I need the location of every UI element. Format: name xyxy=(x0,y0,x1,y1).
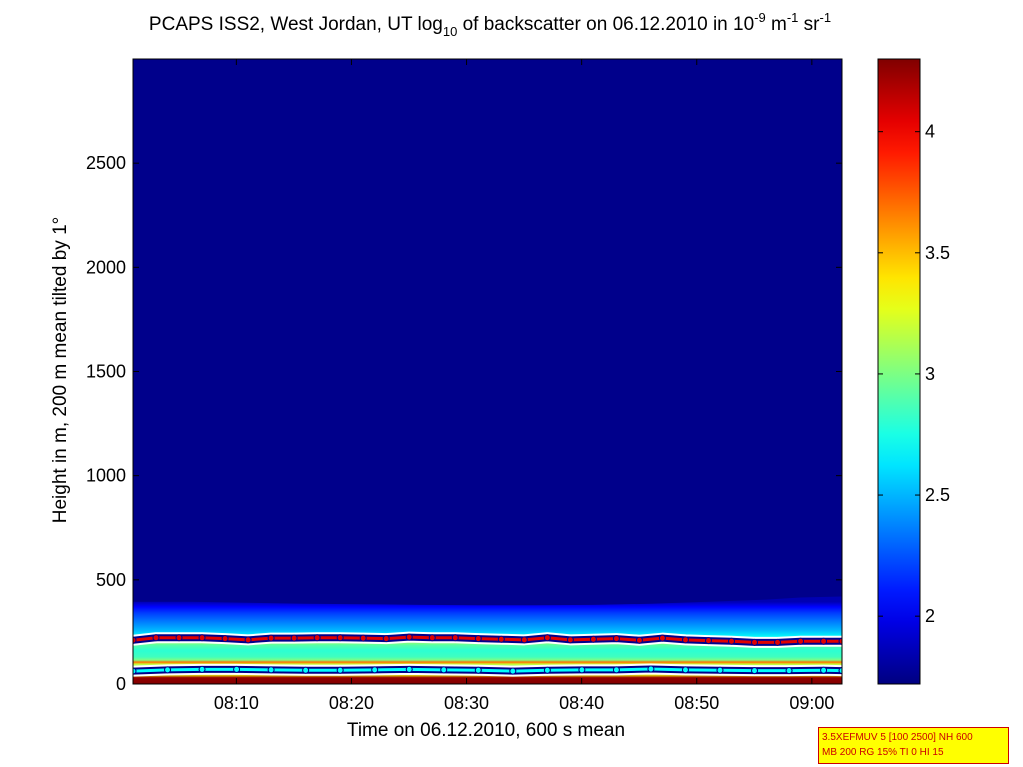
series-0-point xyxy=(774,638,782,646)
x-tick-label: 08:40 xyxy=(559,693,604,713)
y-tick-label: 500 xyxy=(96,570,126,590)
series-1-point xyxy=(371,666,379,674)
x-axis-label: Time on 06.12.2010, 600 s mean xyxy=(347,720,625,741)
series-0-point xyxy=(589,635,597,643)
series-1-point xyxy=(785,667,793,675)
plot-area xyxy=(133,59,842,684)
series-0-point xyxy=(290,634,298,642)
series-0-point xyxy=(704,637,712,645)
series-0-point xyxy=(635,636,643,644)
series-0-point xyxy=(751,638,759,646)
series-0-point xyxy=(405,633,413,641)
series-1-point xyxy=(198,665,206,673)
series-0-point xyxy=(152,634,160,642)
series-1-point xyxy=(509,667,517,675)
series-1-point xyxy=(578,666,586,674)
series-0-point xyxy=(133,636,137,644)
series-1-point xyxy=(543,666,551,674)
x-tick-label: 08:50 xyxy=(674,693,719,713)
x-tick-label: 08:30 xyxy=(444,693,489,713)
series-1-point xyxy=(233,665,241,673)
y-axis: 0 500 1000 1500 2000 2500 xyxy=(86,153,842,694)
series-0-point xyxy=(451,634,459,642)
background-field xyxy=(133,59,842,684)
series-0-point xyxy=(267,634,275,642)
x-tick-label: 08:20 xyxy=(329,693,374,713)
colorbar: 2 2.5 3 3.5 4 xyxy=(877,58,950,685)
series-1-point xyxy=(474,666,482,674)
series-1-point xyxy=(405,665,413,673)
series-1-point xyxy=(133,667,137,675)
series-0-point xyxy=(497,635,505,643)
series-0-point xyxy=(520,636,528,644)
series-0-point xyxy=(221,635,229,643)
chart-title: PCAPS ISS2, West Jordan, UT log10 of bac… xyxy=(149,10,831,39)
series-0-line xyxy=(133,635,842,644)
marker-series xyxy=(133,631,842,677)
series-1-line xyxy=(133,667,842,673)
series-0-point xyxy=(658,634,666,642)
colorbar-tick-label: 2 xyxy=(925,606,935,626)
x-axis: 08:10 08:20 08:30 08:40 08:50 09:00 xyxy=(214,59,834,713)
colorbar-ticks: 2 2.5 3 3.5 4 xyxy=(878,122,950,626)
series-0-point xyxy=(244,636,252,644)
series-1-point xyxy=(751,667,759,675)
y-tick-label: 2500 xyxy=(86,153,126,173)
info-box: 3.5XEFMUV 5 [100 2500] NH 600 MB 200 RG … xyxy=(818,727,1009,764)
x-tick-label: 09:00 xyxy=(789,693,834,713)
series-1-point xyxy=(716,666,724,674)
series-1-point xyxy=(164,666,172,674)
series-0-point xyxy=(359,634,367,642)
info-line-1: 3.5XEFMUV 5 [100 2500] NH 600 xyxy=(822,732,973,743)
y-axis-label: Height in m, 200 m mean tilted by 1° xyxy=(50,217,71,523)
series-0-point xyxy=(612,635,620,643)
series-0-point xyxy=(474,635,482,643)
series-1-point xyxy=(838,667,842,675)
colorbar-fill xyxy=(877,58,921,685)
series-1-point xyxy=(647,665,655,673)
series-0-point xyxy=(566,636,574,644)
y-tick-label: 1500 xyxy=(86,362,126,382)
colorbar-tick-label: 2.5 xyxy=(925,485,950,505)
series-1-point xyxy=(440,666,448,674)
info-line-2: MB 200 RG 15% TI 0 HI 15 xyxy=(822,747,944,758)
y-tick-label: 1000 xyxy=(86,466,126,486)
series-1-point xyxy=(612,666,620,674)
series-0-point xyxy=(797,637,805,645)
colorbar-tick-label: 3 xyxy=(925,364,935,384)
series-0-point xyxy=(336,634,344,642)
series-0-point xyxy=(681,636,689,644)
series-1-point xyxy=(820,666,828,674)
colorbar-tick-label: 3.5 xyxy=(925,243,950,263)
x-tick-label: 08:10 xyxy=(214,693,259,713)
series-0-point xyxy=(543,634,551,642)
series-0-point xyxy=(313,634,321,642)
series-1-point xyxy=(302,666,310,674)
y-tick-label: 2000 xyxy=(86,257,126,277)
series-1-point xyxy=(681,666,689,674)
series-0-point xyxy=(728,637,736,645)
series-0-point xyxy=(428,634,436,642)
series-0-point xyxy=(175,634,183,642)
series-1-point xyxy=(336,666,344,674)
series-0-point xyxy=(382,635,390,643)
series-0-point xyxy=(820,637,828,645)
colorbar-tick-label: 4 xyxy=(925,122,935,142)
series-0-point xyxy=(838,637,842,645)
series-1-point xyxy=(267,666,275,674)
y-tick-label: 0 xyxy=(116,674,126,694)
series-0-point xyxy=(198,634,206,642)
